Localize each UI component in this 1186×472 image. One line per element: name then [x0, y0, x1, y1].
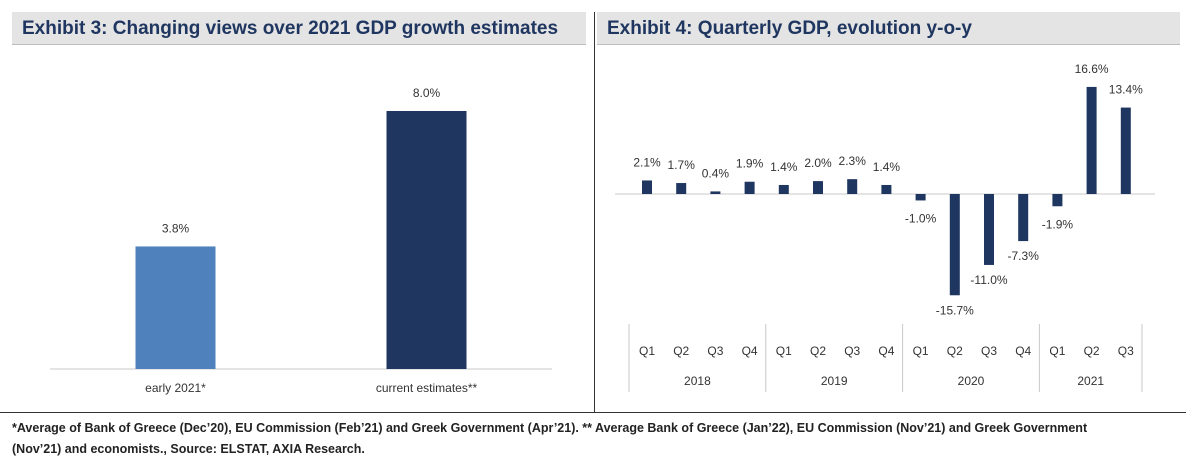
exhibit4-bar [744, 181, 755, 194]
exhibit4-bar [1018, 194, 1029, 242]
exhibit4-quarter-label: Q3 [981, 344, 997, 358]
exhibit4-bar [847, 179, 858, 194]
exhibit3-value-label: 8.0% [413, 86, 441, 100]
exhibit4-bar [949, 194, 960, 296]
exhibit4-quarter-label: Q4 [878, 344, 894, 358]
exhibit3-category-label: early 2021* [145, 381, 206, 395]
exhibit4-year-label: 2019 [821, 374, 848, 388]
exhibit4-bar [710, 191, 721, 194]
exhibit4-value-label: 13.4% [1109, 83, 1143, 97]
exhibit4-year-label: 2020 [958, 374, 985, 388]
panel-divider [594, 12, 595, 413]
exhibit4-quarter-label: Q1 [776, 344, 792, 358]
exhibit4-bar [881, 184, 892, 194]
exhibit4-value-label: 16.6% [1075, 62, 1109, 76]
exhibit4-year-label: 2018 [684, 374, 711, 388]
exhibit4-value-label: 1.4% [873, 160, 901, 174]
exhibit3-bar [386, 111, 467, 369]
exhibit3-category-label: current estimates** [376, 381, 478, 395]
exhibit3-bar [135, 246, 216, 369]
footnote-line-2: (Nov’21) and economists., Source: ELSTAT… [12, 442, 365, 456]
exhibit4-value-label: 2.3% [839, 154, 867, 168]
exhibit3-panel: Exhibit 3: Changing views over 2021 GDP … [0, 0, 594, 413]
footnote-divider [0, 412, 1186, 413]
exhibit4-value-label: 1.7% [668, 158, 696, 172]
exhibit4-quarter-label: Q3 [844, 344, 860, 358]
exhibit4-quarter-label: Q2 [947, 344, 963, 358]
exhibit4-title: Exhibit 4: Quarterly GDP, evolution y-o-… [607, 18, 972, 39]
exhibit3-title: Exhibit 3: Changing views over 2021 GDP … [22, 18, 559, 39]
exhibit4-quarter-label: Q1 [913, 344, 929, 358]
exhibit4-quarter-label: Q2 [810, 344, 826, 358]
exhibit4-quarter-label: Q4 [742, 344, 758, 358]
exhibit4-year-label: 2021 [1077, 374, 1104, 388]
exhibit4-value-label: 1.9% [736, 157, 764, 171]
exhibit4-bar [642, 180, 652, 194]
exhibit4-value-label: -11.0% [970, 273, 1007, 287]
exhibit4-value-label: -7.3% [1008, 249, 1040, 263]
exhibit4-quarter-label: Q3 [1118, 344, 1134, 358]
exhibit4-value-label: -1.9% [1042, 217, 1074, 231]
exhibit4-bar [1086, 86, 1097, 194]
exhibit4-bar [1120, 107, 1131, 194]
exhibit4-value-label: 0.4% [702, 166, 730, 180]
exhibit3-title-bar: Exhibit 3: Changing views over 2021 GDP … [12, 12, 586, 45]
exhibit4-quarter-label: Q1 [639, 344, 655, 358]
exhibit4-quarter-label: Q2 [1084, 344, 1100, 358]
exhibit4-bar [984, 194, 994, 265]
footnote-line-1: *Average of Bank of Greece (Dec’20), EU … [12, 421, 1088, 435]
exhibit4-value-label: 2.0% [804, 156, 832, 170]
exhibit3-value-label: 3.8% [162, 221, 190, 235]
exhibit4-bar [676, 183, 687, 194]
exhibit4-quarter-label: Q2 [673, 344, 689, 358]
exhibit4-value-label: -15.7% [936, 303, 974, 317]
exhibit4-title-bar: Exhibit 4: Quarterly GDP, evolution y-o-… [597, 12, 1180, 45]
exhibit4-quarter-label: Q1 [1049, 344, 1065, 358]
exhibit4-bar [915, 194, 926, 201]
exhibit4-bar [1052, 194, 1063, 207]
exhibit4-value-label: -1.0% [905, 211, 937, 225]
exhibit4-value-label: 2.1% [633, 155, 661, 169]
exhibit4-quarter-label: Q4 [1015, 344, 1031, 358]
exhibit4-bar [778, 184, 789, 194]
exhibit4-value-label: 1.4% [770, 160, 798, 174]
exhibit4-bar [813, 181, 823, 194]
exhibit4-chart: 2.1% Q1 1.7% Q2 0.4% Q3 1.9% Q4 1.4% Q1 2.0% Q2 2.3%… [615, 62, 1155, 392]
footnote: *Average of Bank of Greece (Dec’20), EU … [12, 418, 1182, 460]
exhibit4-quarter-label: Q3 [707, 344, 723, 358]
exhibit3-chart: 3.8% early 2021* 8.0% current estimates** [50, 86, 552, 395]
exhibit4-panel: Exhibit 4: Quarterly GDP, evolution y-o-… [595, 0, 1186, 413]
